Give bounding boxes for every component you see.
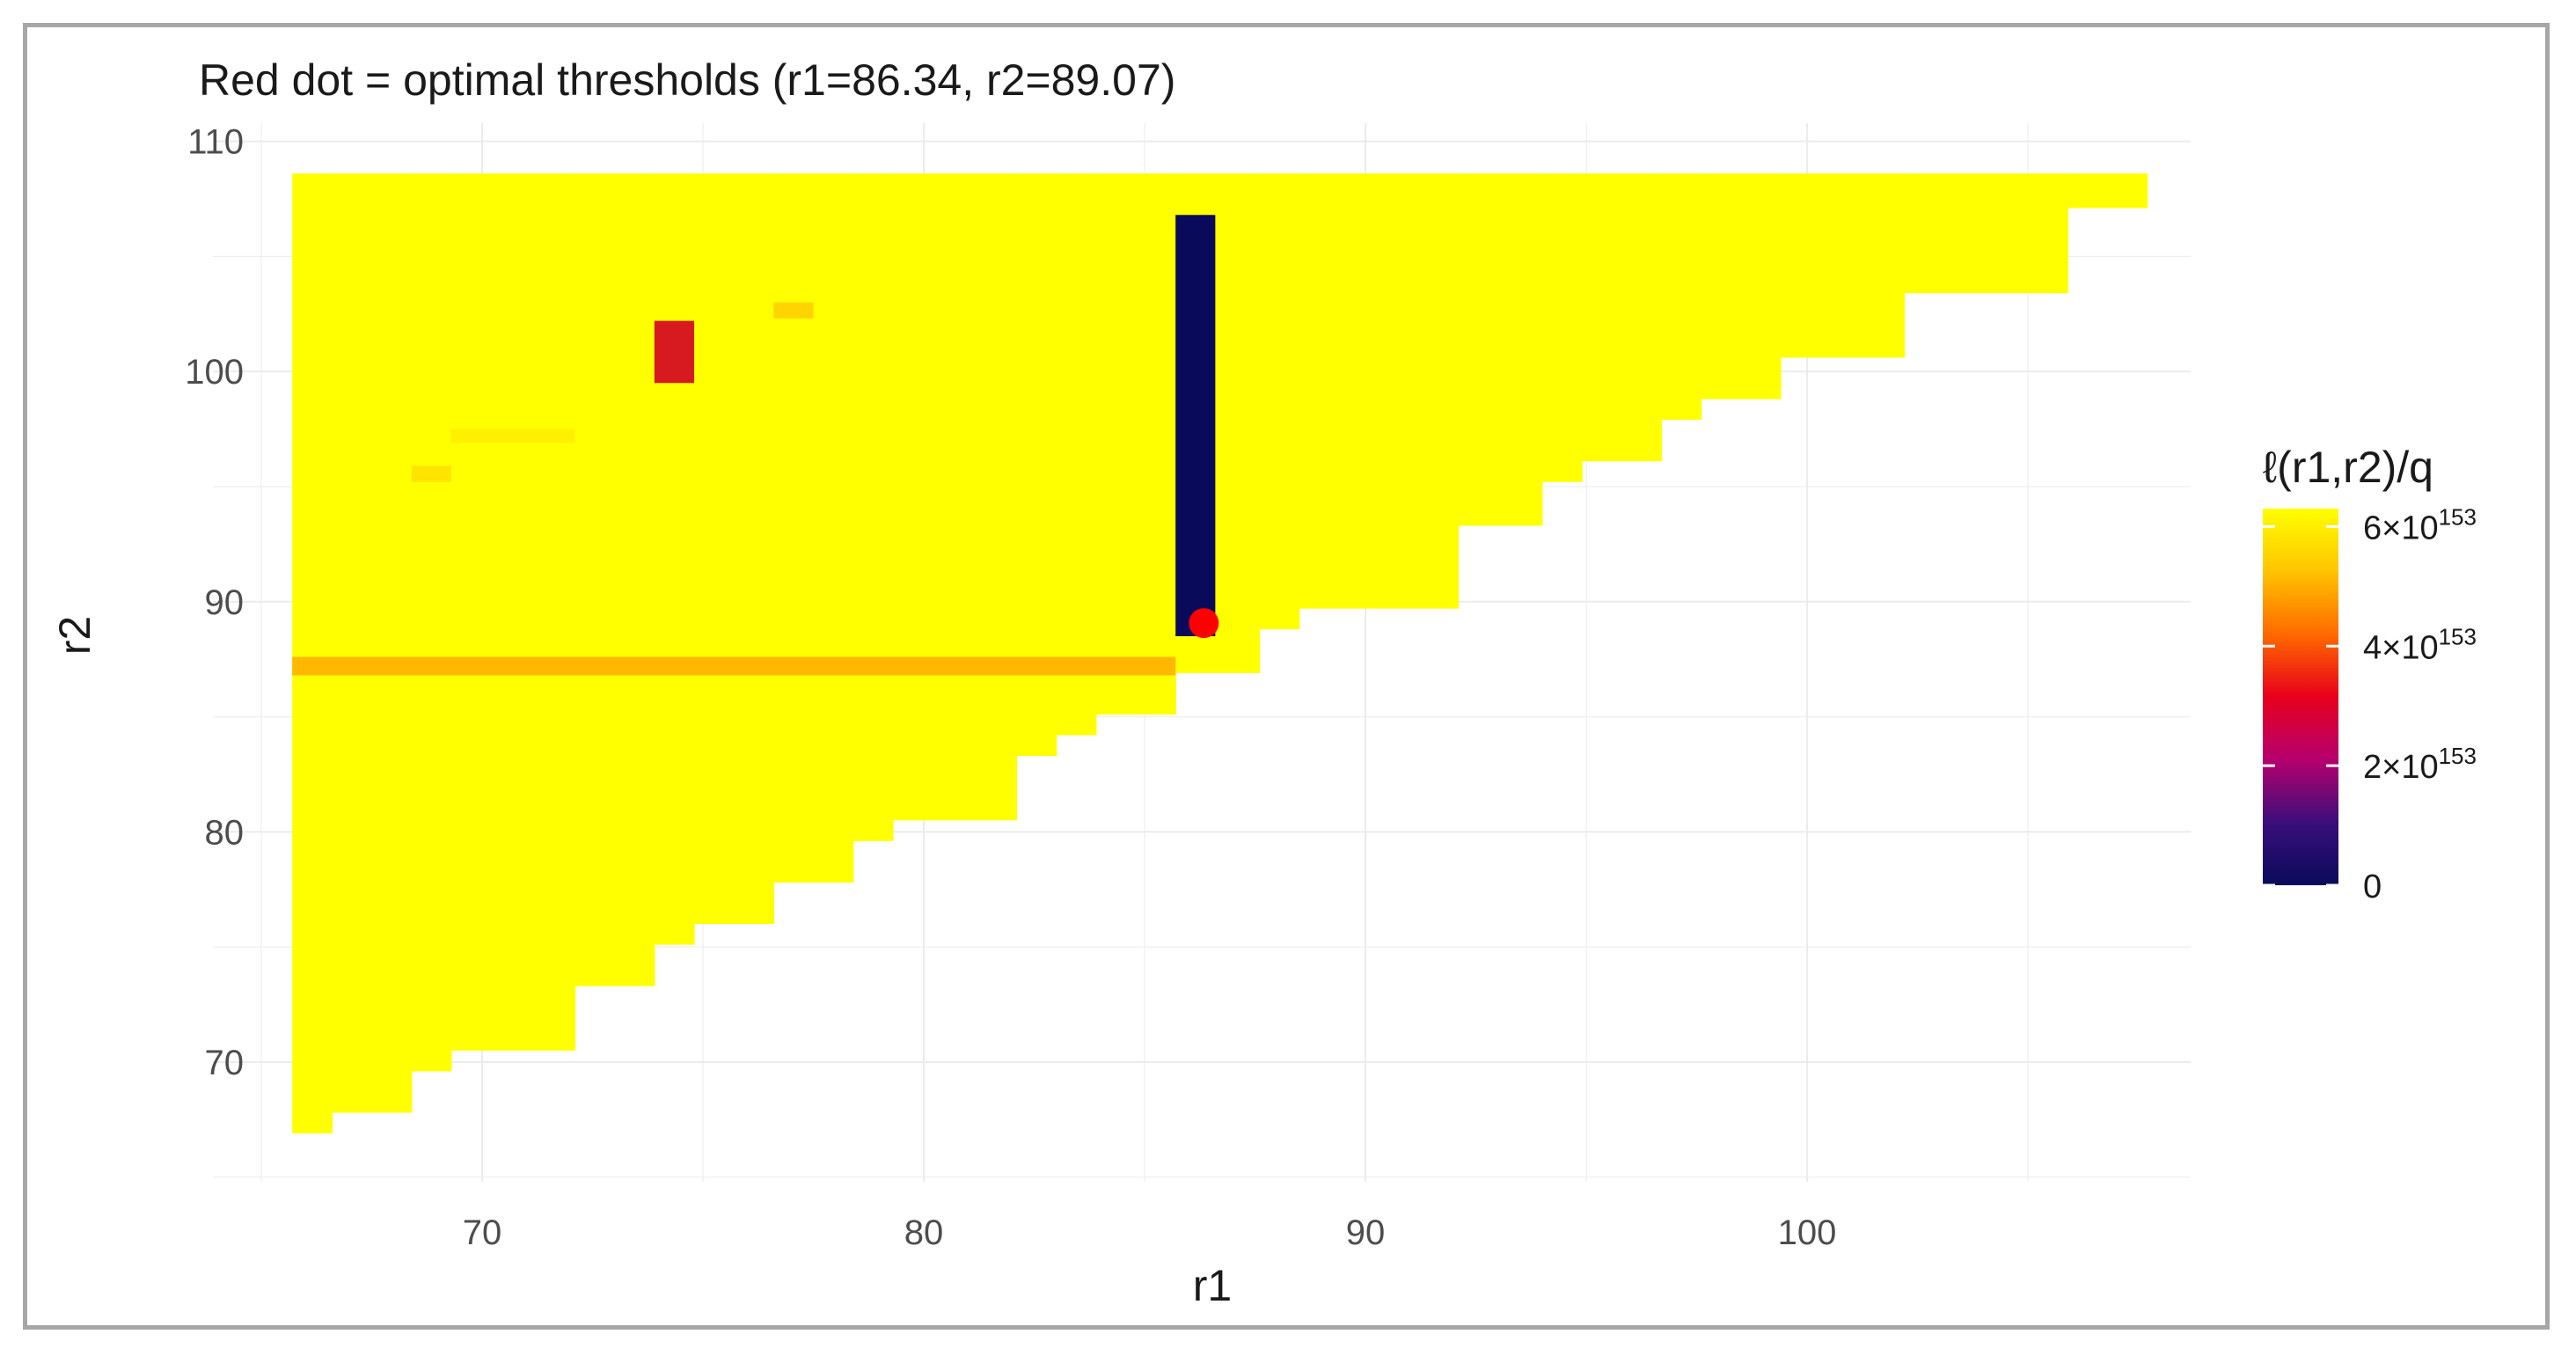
heatmap-cell-column — [411, 173, 452, 1072]
x-tick-label: 80 — [904, 1213, 944, 1252]
legend-tick-label: 6×10153 — [2363, 503, 2477, 546]
y-tick-label: 90 — [205, 583, 245, 622]
heatmap-cell-column — [1661, 173, 1702, 421]
heatmap-highlight-cell — [411, 465, 451, 482]
heatmap-highlight-cell — [654, 320, 694, 384]
heatmap-cell-column — [574, 173, 655, 986]
heatmap-cell-column — [1259, 173, 1300, 630]
heatmap-cell-column — [1582, 173, 1662, 462]
heatmap-cell-column — [1458, 173, 1543, 526]
heatmap-highlight-cell — [773, 302, 814, 319]
legend-colorbar — [2263, 509, 2338, 885]
legend-tick-label: 4×10153 — [2363, 623, 2477, 666]
chart-title: Red dot = optimal thresholds (r1=86.34, … — [199, 55, 1175, 105]
heatmap-highlight-cell — [292, 656, 1176, 676]
heatmap-highlight-cell — [450, 429, 575, 443]
heatmap-highlight-cell — [1175, 215, 1216, 637]
y-tick-label: 100 — [185, 353, 244, 392]
heatmap-cell-column — [1299, 173, 1460, 609]
y-axis-title: r2 — [50, 616, 99, 655]
heatmap-cell-column — [1701, 173, 1782, 399]
heatmap-cell-column — [292, 173, 333, 1134]
heatmap-cells — [292, 173, 2148, 1134]
y-tick-label: 70 — [205, 1044, 245, 1082]
heatmap-cell-column — [1541, 173, 1583, 482]
x-tick-label: 90 — [1346, 1213, 1386, 1252]
legend-tick-label: 0 — [2363, 869, 2382, 905]
heatmap-cell-column — [853, 173, 894, 841]
color-legend: ℓ(r1,r2)/q 0 2×10153 4×10153 6×10153 — [2263, 443, 2477, 905]
heatmap-cell-column — [654, 173, 695, 945]
legend-title: ℓ(r1,r2)/q — [2263, 443, 2433, 492]
x-tick-label: 100 — [1778, 1213, 1837, 1252]
optimal-point-marker — [1189, 608, 1219, 639]
legend-tick-label: 2×10153 — [2363, 743, 2477, 786]
heatmap-cell-column — [1056, 173, 1097, 736]
x-axis-title: r1 — [1193, 1261, 1232, 1310]
heatmap-cell-column — [892, 173, 1018, 821]
heatmap-cell-column — [694, 173, 774, 925]
heatmap-cell-column — [1095, 173, 1176, 715]
heatmap-cell-column — [450, 173, 576, 1051]
y-tick-label: 80 — [205, 813, 245, 852]
y-tick-label: 110 — [187, 123, 244, 162]
x-tick-label: 70 — [463, 1213, 502, 1252]
axis-ticks: 70 80 90 100 70 80 90 100 110 — [185, 123, 1836, 1252]
heatmap-cell-column — [332, 173, 413, 1113]
heatmap-cell-column — [2067, 173, 2148, 209]
heatmap-cell-column — [1780, 173, 1906, 358]
heatmap-cell-column — [773, 173, 854, 883]
highlight-cells — [292, 215, 1219, 676]
heatmap-cell-column — [1904, 173, 2068, 294]
